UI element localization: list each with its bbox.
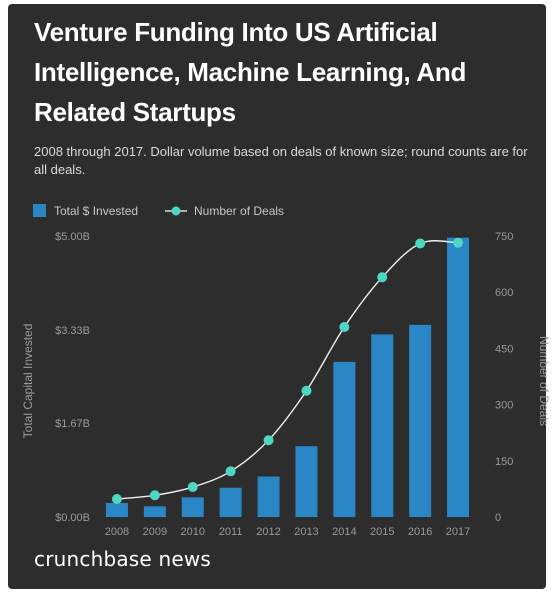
legend-label-deals: Number of Deals <box>194 204 284 218</box>
x-tick-label: 2015 <box>370 526 394 538</box>
bar <box>105 502 128 517</box>
brand-logo: crunchbase news <box>34 547 212 571</box>
y-tick-label-left: $1.67B <box>55 418 90 430</box>
deals-point <box>111 494 122 505</box>
x-tick-label: 2008 <box>105 526 129 538</box>
y-axis-left: $0.00B $1.67B $3.33B $5.00B <box>55 231 90 524</box>
x-tick-label: 2016 <box>408 526 432 538</box>
deals-line-path <box>116 240 459 500</box>
legend-swatch-invested <box>33 204 46 217</box>
x-axis: 2008 2009 2010 2011 2012 2013 2014 2015 2016 2017 <box>105 526 471 538</box>
y-axis-right: 0 150 300 450 600 750 <box>495 231 513 524</box>
bar <box>257 476 280 517</box>
legend-marker-deals <box>171 206 181 216</box>
x-tick-label: 2010 <box>181 526 205 538</box>
deals-point <box>339 322 350 333</box>
legend-label-invested: Total $ Invested <box>54 204 138 218</box>
y-tick-label-right: 150 <box>495 456 513 468</box>
y-axis-right-title: Number of Deals <box>537 336 551 426</box>
y-axis-left-title: Total Capital Invested <box>21 324 35 439</box>
chart-subtitle: 2008 through 2017. Dollar volume based o… <box>34 144 528 177</box>
deals-point <box>415 238 426 249</box>
bar <box>409 324 432 517</box>
y-tick-label-right: 0 <box>495 512 501 524</box>
y-tick-label-right: 750 <box>495 231 513 243</box>
bar <box>333 361 356 517</box>
deals-point <box>263 435 274 446</box>
y-tick-label-right: 300 <box>495 400 513 412</box>
legend: Total $ Invested Number of Deals <box>33 204 284 218</box>
bar <box>181 497 204 517</box>
x-tick-label: 2013 <box>294 526 318 538</box>
deals-point <box>301 385 312 396</box>
deals-point <box>377 272 388 283</box>
bar <box>219 487 242 517</box>
bar <box>371 334 394 517</box>
x-tick-label: 2009 <box>143 526 167 538</box>
y-tick-label-left: $0.00B <box>55 512 90 524</box>
chart-title: Venture Funding Into US Artificial Intel… <box>34 17 467 127</box>
x-tick-label: 2014 <box>332 526 356 538</box>
bar-series <box>105 237 470 517</box>
deals-point <box>225 466 236 477</box>
deals-point <box>187 482 198 493</box>
line-series <box>111 237 464 505</box>
deals-point <box>149 490 160 501</box>
x-tick-label: 2011 <box>219 526 243 538</box>
y-tick-label-left: $3.33B <box>55 325 90 337</box>
bar <box>447 237 470 517</box>
y-tick-label-left: $5.00B <box>55 231 90 243</box>
x-tick-label: 2012 <box>256 526 280 538</box>
deals-point <box>453 237 464 248</box>
y-tick-label-right: 450 <box>495 343 513 355</box>
x-tick-label: 2017 <box>446 526 470 538</box>
bar <box>295 446 318 517</box>
bar <box>143 506 166 517</box>
y-tick-label-right: 600 <box>495 287 513 299</box>
